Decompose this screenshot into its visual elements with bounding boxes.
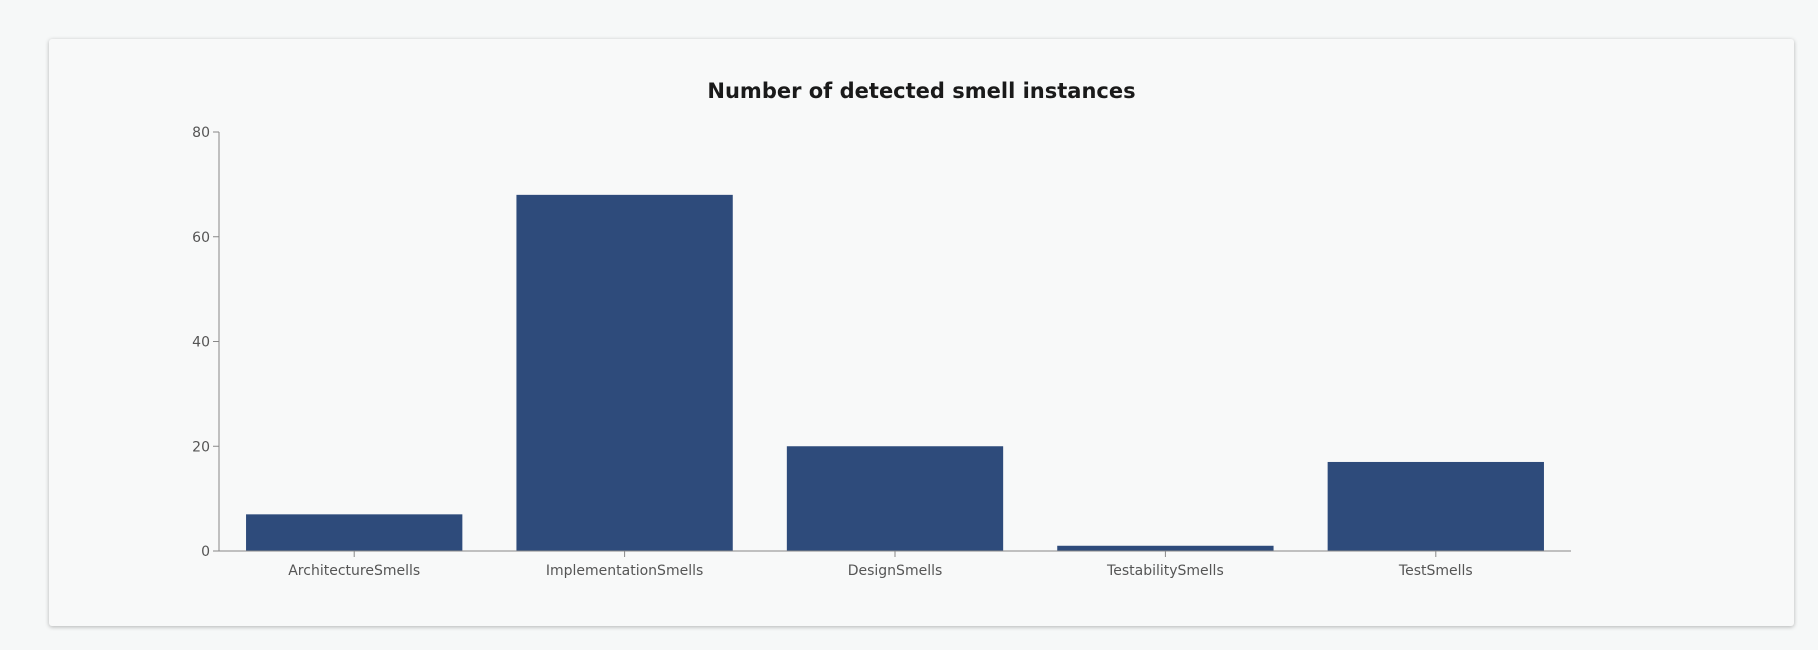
bar-2: [786, 446, 1004, 551]
y-tick-label-4: 80: [192, 125, 210, 141]
bar-chart: 0 20 40 60 80 ArchitectureSmells Implementatio…: [192, 125, 1571, 579]
x-tick-label-2: DesignSmells: [848, 563, 943, 579]
bar-1: [516, 194, 733, 551]
x-tick-label-0: ArchitectureSmells: [288, 563, 420, 579]
chart-title: Number of detected smell instances: [707, 79, 1136, 103]
x-tick-label-4: TestSmells: [1398, 563, 1473, 579]
bar-4: [1327, 461, 1544, 551]
bar-3: [1057, 545, 1274, 551]
y-tick-label-2: 40: [192, 335, 210, 351]
y-tick-label-3: 60: [192, 230, 210, 246]
bar-0: [246, 514, 463, 551]
x-tick-label-1: ImplementationSmells: [546, 563, 703, 579]
y-tick-label-0: 0: [201, 544, 210, 560]
x-tick-label-3: TestabilitySmells: [1106, 563, 1224, 579]
y-tick-label-1: 20: [192, 439, 210, 455]
chart-card: Number of detected smell instances 0 20 40…: [49, 39, 1794, 626]
